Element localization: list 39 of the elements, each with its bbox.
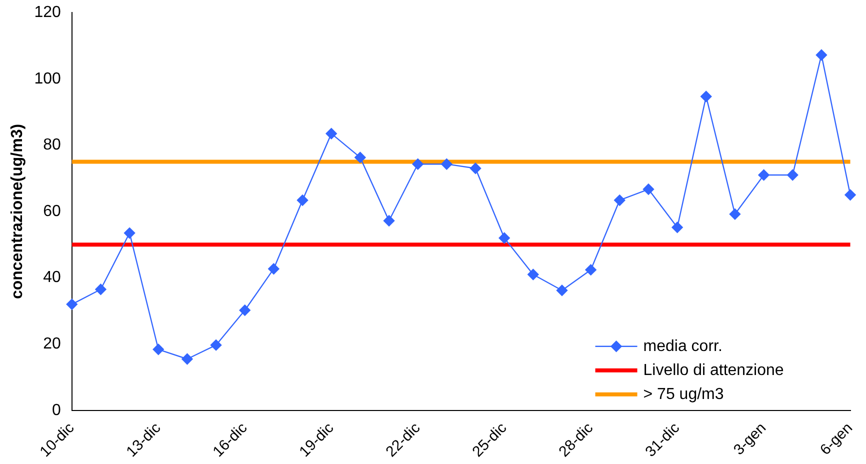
point [268, 263, 280, 274]
point [729, 208, 741, 220]
point [470, 162, 482, 174]
y-tick-label: 80 [43, 136, 61, 154]
point [758, 169, 770, 181]
point [585, 264, 596, 276]
y-tick-label: 120 [34, 4, 61, 22]
point [66, 298, 78, 310]
point [95, 284, 106, 295]
point [152, 344, 164, 355]
y-tick-label: 0 [52, 402, 61, 419]
legend-label: Livello di attenzione [643, 362, 784, 379]
y-tick-label: 40 [43, 269, 61, 286]
point [210, 339, 222, 351]
point [672, 222, 683, 234]
point [354, 152, 366, 164]
point [124, 227, 136, 239]
y-tick-label: 100 [34, 70, 61, 88]
point [326, 128, 337, 140]
point [239, 304, 250, 316]
point [182, 353, 193, 365]
y-tick-label: 60 [43, 202, 61, 220]
point [383, 215, 395, 226]
point [614, 194, 626, 206]
point [642, 184, 654, 195]
point [498, 232, 510, 244]
legend-label: > 75 ug/m3 [643, 386, 724, 403]
point [441, 158, 452, 170]
point [700, 90, 712, 102]
point [296, 194, 308, 206]
legend-label: media corr. [643, 338, 722, 355]
y-tick-label: 20 [43, 335, 61, 352]
point [787, 169, 798, 181]
point [844, 189, 856, 201]
point [412, 158, 424, 170]
y-axis-title: concentrazione(ug/m3) [9, 124, 26, 300]
point [528, 268, 539, 280]
point [556, 284, 568, 296]
point [816, 49, 828, 61]
